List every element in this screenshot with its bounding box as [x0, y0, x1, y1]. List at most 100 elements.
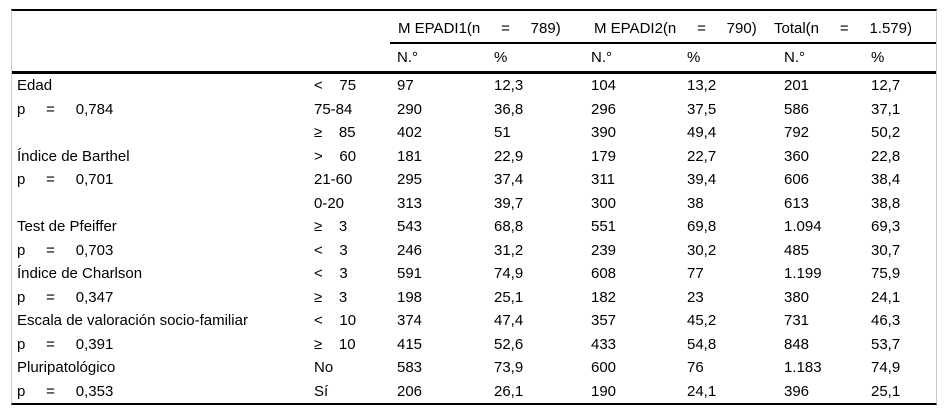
cell-ntot: 586 [784, 100, 810, 118]
row-category: ≥ 3 [314, 218, 348, 236]
cell-pct2: 77 [687, 265, 704, 283]
cell-ntot: 1.199 [784, 265, 822, 283]
table-row: p = 0,391 ≥ 10 415 52,6 433 54,8 848 53,7 [12, 333, 936, 357]
cell-pct2: 23 [687, 288, 704, 306]
table-row: p = 0,784 75-84 290 36,8 296 37,5 586 37,1 [12, 98, 936, 122]
column-header-pct2: % [687, 49, 701, 66]
cell-ntot: 613 [784, 194, 810, 212]
group-header-epadi2: M EPADI2(n = 790) [594, 20, 757, 37]
cell-n1: 295 [397, 171, 423, 189]
cell-pct1: 52,6 [494, 335, 524, 353]
group-header-epadi1: M EPADI1(n = 789) [398, 20, 561, 37]
cell-n2: 551 [591, 218, 617, 236]
row-category: < 3 [314, 265, 348, 283]
cell-ntot: 606 [784, 171, 810, 189]
row-label: Pluripatológico [17, 359, 116, 377]
cell-pct2: 49,4 [687, 124, 717, 142]
cell-pct1: 22,9 [494, 147, 524, 165]
cell-pct1: 73,9 [494, 359, 524, 377]
cell-ntot: 201 [784, 77, 810, 95]
cell-pct2: 30,2 [687, 241, 717, 259]
cell-pcttot: 38,8 [871, 194, 901, 212]
cell-pct1: 36,8 [494, 100, 524, 118]
table-row: p = 0,701 21-60 295 37,4 311 39,4 606 38,4 [12, 168, 936, 192]
cell-n2: 433 [591, 335, 617, 353]
group-header-total: Total(n = 1.579) [774, 20, 912, 37]
row-label: p = 0,784 [17, 100, 114, 118]
cell-n2: 608 [591, 265, 617, 283]
cell-pcttot: 69,3 [871, 218, 901, 236]
table-row: ≥ 85 402 51 390 49,4 792 50,2 [12, 121, 936, 145]
row-category: ≥ 85 [314, 124, 356, 142]
cell-pct1: 47,4 [494, 312, 524, 330]
cell-pcttot: 74,9 [871, 359, 901, 377]
cell-ntot: 848 [784, 335, 810, 353]
table-row: 0-20 313 39,7 300 38 613 38,8 [12, 192, 936, 216]
cell-pcttot: 24,1 [871, 288, 901, 306]
row-category: < 3 [314, 241, 348, 259]
cell-pct1: 26,1 [494, 382, 524, 400]
cell-ntot: 485 [784, 241, 810, 259]
row-category: No [314, 359, 334, 377]
table-row: Edad < 75 97 12,3 104 13,2 201 12,7 [12, 74, 936, 98]
row-category: 75-84 [314, 100, 353, 118]
table-row: Test de Pfeiffer ≥ 3 543 68,8 551 69,8 1.094 69… [12, 215, 936, 239]
cell-n2: 179 [591, 147, 617, 165]
cell-n1: 206 [397, 382, 423, 400]
table-row: Índice de Barthel > 60 181 22,9 179 22,7 360 22… [12, 145, 936, 169]
cell-pct1: 37,4 [494, 171, 524, 189]
cell-n1: 591 [397, 265, 423, 283]
cell-n1: 374 [397, 312, 423, 330]
cell-pct1: 25,1 [494, 288, 524, 306]
cell-n2: 311 [591, 171, 615, 189]
group-header-row: M EPADI1(n = 789) M EPADI2(n = 790) Tota… [12, 11, 936, 44]
cell-ntot: 731 [784, 312, 810, 330]
cell-pcttot: 30,7 [871, 241, 901, 259]
column-header-row: N.° % N.° % N.° % [12, 44, 936, 74]
row-category: 21-60 [314, 171, 353, 189]
cell-pcttot: 12,7 [871, 77, 901, 95]
table-body: Edad < 75 97 12,3 104 13,2 201 12,7 p = 0,784 75-… [12, 74, 936, 403]
row-category: ≥ 10 [314, 335, 356, 353]
cell-n1: 583 [397, 359, 423, 377]
cell-pct2: 37,5 [687, 100, 717, 118]
row-category: 0-20 [314, 194, 345, 212]
table-row: Escala de valoración socio-familiar < 10 3… [12, 309, 936, 333]
cell-n2: 300 [591, 194, 617, 212]
cell-n1: 290 [397, 100, 423, 118]
column-header-ntot: N.° [784, 49, 805, 66]
cell-n1: 198 [397, 288, 423, 306]
row-category: < 75 [314, 77, 357, 95]
group-header-spacer [12, 11, 390, 44]
cell-pcttot: 53,7 [871, 335, 901, 353]
cell-pct2: 45,2 [687, 312, 717, 330]
cell-pct2: 22,7 [687, 147, 717, 165]
cell-pct2: 13,2 [687, 77, 717, 95]
row-label: Escala de valoración socio-familiar [17, 312, 248, 330]
cell-pcttot: 50,2 [871, 124, 901, 142]
cell-pct1: 31,2 [494, 241, 524, 259]
cell-n1: 181 [397, 147, 423, 165]
row-label: p = 0,353 [17, 382, 114, 400]
cell-ntot: 380 [784, 288, 810, 306]
table-row: Índice de Charlson < 3 591 74,9 608 77 1.199 75… [12, 262, 936, 286]
cell-pct2: 38 [687, 194, 704, 212]
cell-n1: 402 [397, 124, 423, 142]
table-row: p = 0,353 Sí 206 26,1 190 24,1 396 25,1 [12, 380, 936, 404]
cell-pct1: 68,8 [494, 218, 524, 236]
cell-pcttot: 46,3 [871, 312, 901, 330]
cell-pcttot: 75,9 [871, 265, 901, 283]
row-label: p = 0,391 [17, 335, 114, 353]
cell-n1: 313 [397, 194, 423, 212]
cell-n2: 182 [591, 288, 617, 306]
cell-pcttot: 25,1 [871, 382, 901, 400]
column-header-pcttot: % [871, 49, 885, 66]
cell-pct2: 76 [687, 359, 704, 377]
cell-n2: 600 [591, 359, 617, 377]
cell-n2: 390 [591, 124, 617, 142]
row-label: p = 0,703 [17, 241, 114, 259]
cell-pct1: 12,3 [494, 77, 524, 95]
column-header-n1: N.° [397, 49, 418, 66]
cell-pct2: 24,1 [687, 382, 717, 400]
